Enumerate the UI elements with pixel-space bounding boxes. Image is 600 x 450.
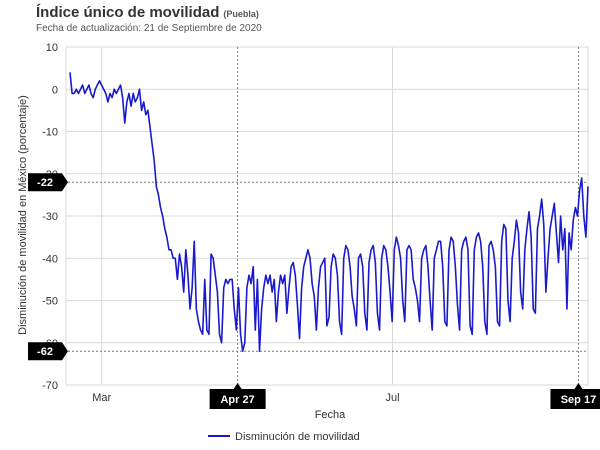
- highlight-flag-y: -22: [28, 173, 68, 192]
- highlight-lines: [40, 47, 588, 385]
- chart-header: Índice único de movilidad (Puebla) Fecha …: [36, 4, 262, 34]
- title-line: Índice único de movilidad (Puebla): [36, 4, 262, 22]
- flag-shape: [28, 342, 68, 361]
- x-axis-ticks: Mar Jul: [92, 392, 399, 404]
- flag-shape: [550, 383, 600, 409]
- flag-label: -22: [37, 177, 53, 189]
- update-date: Fecha de actualización: 21 de Septiembre…: [36, 23, 262, 34]
- x-tick-label: Mar: [92, 392, 111, 404]
- legend[interactable]: Disminución de movilidad: [208, 431, 360, 443]
- y-axis-ticks: 100-10-20-30-40-50-60-70: [42, 42, 58, 392]
- flag-label: Sep 17: [561, 394, 596, 406]
- chart-title: Índice único de movilidad: [36, 4, 220, 21]
- legend-label: Disminución de movilidad: [235, 431, 360, 443]
- y-tick-label: -30: [42, 211, 58, 223]
- x-tick-label: Jul: [386, 392, 400, 404]
- highlight-flag-x: Sep 17: [550, 383, 600, 409]
- flag-label: Apr 27: [220, 394, 254, 406]
- flag-shape: [28, 173, 68, 192]
- flag-label: -62: [37, 346, 53, 358]
- y-tick-label: -10: [42, 127, 58, 139]
- highlight-flag-x: Apr 27: [209, 383, 266, 409]
- grid: [65, 46, 589, 386]
- y-tick-label: 10: [46, 42, 58, 54]
- y-tick-label: 0: [52, 84, 58, 96]
- y-tick-label: -70: [42, 380, 58, 392]
- x-axis-label: Fecha: [315, 409, 346, 421]
- highlight-flags: -22 -62 Apr 27 Sep 17: [28, 173, 600, 409]
- y-tick-label: -50: [42, 296, 58, 308]
- flag-shape: [209, 383, 266, 409]
- y-axis-label: Disminución de movilidad en México (porc…: [17, 95, 29, 335]
- chart-subtitle: (Puebla): [223, 9, 259, 19]
- series-line-mobility: [69, 72, 589, 352]
- y-tick-label: -40: [42, 253, 58, 265]
- highlight-flag-y: -62: [28, 342, 68, 361]
